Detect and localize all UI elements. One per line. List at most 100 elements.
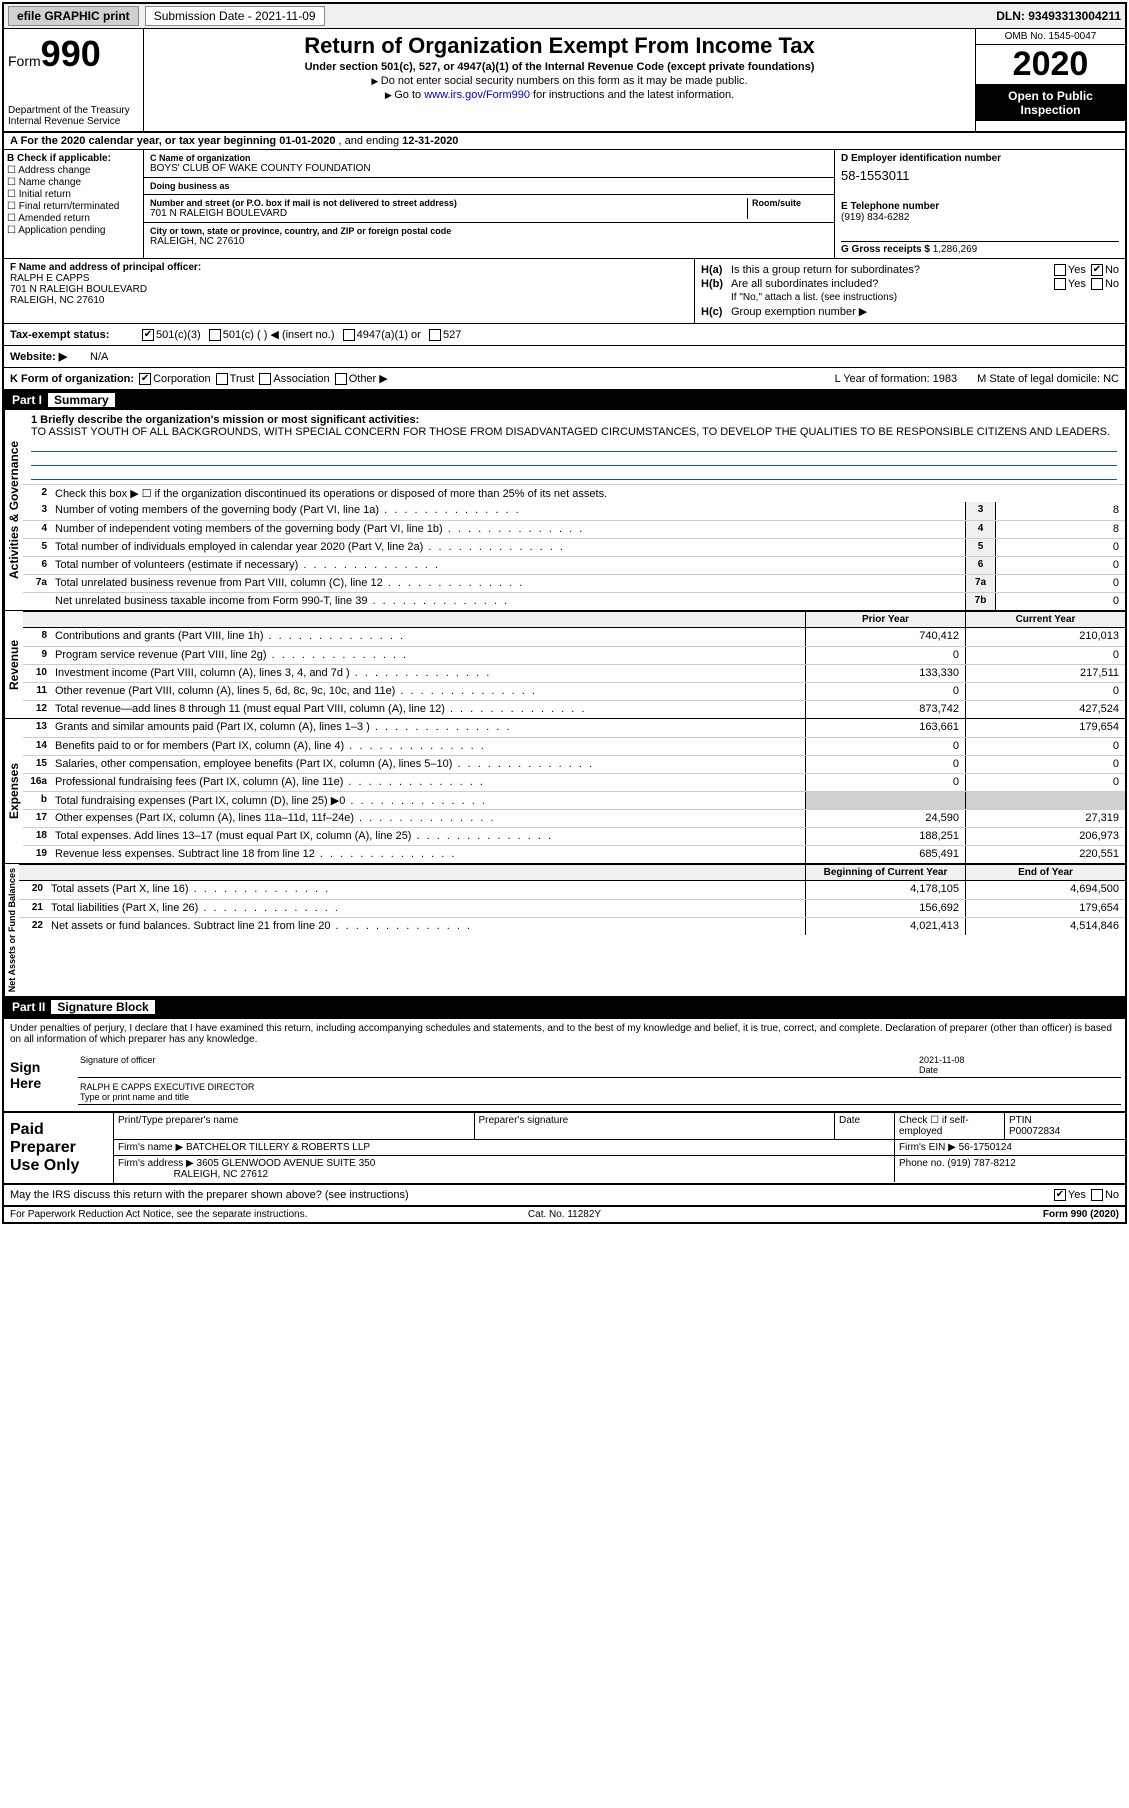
city-label: City or town, state or province, country… [150, 226, 828, 236]
org-name-label: C Name of organization [150, 153, 828, 163]
sig-date: 2021-11-08 [919, 1055, 964, 1065]
expenses-section: Expenses 13Grants and similar amounts pa… [4, 719, 1125, 864]
phone-label: E Telephone number [841, 201, 939, 212]
revenue-vlabel: Revenue [4, 611, 23, 718]
line-6: 6Total number of volunteers (estimate if… [23, 556, 1125, 574]
activities-vlabel: Activities & Governance [4, 410, 23, 610]
ein: 58-1553011 [841, 168, 1119, 183]
line-11: 11Other revenue (Part VIII, column (A), … [23, 682, 1125, 700]
omb-number: OMB No. 1545-0047 [976, 29, 1125, 45]
part1-header: Part ISummary [4, 390, 1125, 410]
chk-app-pending[interactable]: ☐ Application pending [7, 225, 140, 236]
col-d: D Employer identification number 58-1553… [835, 150, 1125, 258]
gross-label: G Gross receipts $ [841, 244, 933, 255]
hdr-boy: Beginning of Current Year [805, 865, 965, 880]
form-title: Return of Organization Exempt From Incom… [152, 33, 967, 59]
phone: (919) 834-6282 [841, 212, 1119, 223]
chk-address-change[interactable]: ☐ Address change [7, 165, 140, 176]
discuss-yes[interactable] [1054, 1189, 1066, 1201]
prep-sig-hdr: Preparer's signature [475, 1113, 836, 1139]
footer-left: For Paperwork Reduction Act Notice, see … [10, 1209, 380, 1220]
firm-name: BATCHELOR TILLERY & ROBERTS LLP [186, 1142, 370, 1153]
line-7b: Net unrelated business taxable income fr… [23, 592, 1125, 610]
chk-527[interactable] [429, 329, 441, 341]
ptin: P00072834 [1009, 1126, 1060, 1137]
ha-text: Is this a group return for subordinates? [731, 264, 1052, 276]
line-7a: 7aTotal unrelated business revenue from … [23, 574, 1125, 592]
chk-corp[interactable] [139, 373, 151, 385]
sig-name: RALPH E CAPPS EXECUTIVE DIRECTOR [80, 1082, 254, 1092]
chk-final-return[interactable]: ☐ Final return/terminated [7, 201, 140, 212]
line-3: 3Number of voting members of the governi… [23, 502, 1125, 520]
hb-yes[interactable] [1054, 278, 1066, 290]
part2-header: Part IISignature Block [4, 997, 1125, 1017]
org-name: BOYS' CLUB OF WAKE COUNTY FOUNDATION [150, 163, 828, 174]
sig-officer-label: Signature of officer [80, 1055, 919, 1075]
line-b: bTotal fundraising expenses (Part IX, co… [23, 791, 1125, 809]
chk-trust[interactable] [216, 373, 228, 385]
chk-assoc[interactable] [259, 373, 271, 385]
section-bcd: B Check if applicable: ☐ Address change … [4, 150, 1125, 259]
sign-here-label: Sign Here [4, 1049, 74, 1111]
officer-label: F Name and address of principal officer: [10, 262, 201, 273]
chk-other[interactable] [335, 373, 347, 385]
chk-501c[interactable] [209, 329, 221, 341]
line-18: 18Total expenses. Add lines 13–17 (must … [23, 827, 1125, 845]
sig-name-label: Type or print name and title [80, 1092, 189, 1102]
footer-right: Form 990 (2020) [749, 1209, 1119, 1220]
firm-ein: 56-1750124 [959, 1142, 1012, 1153]
form-word: Form [8, 53, 41, 69]
row-k: K Form of organization: Corporation Trus… [4, 368, 1125, 390]
dln: DLN: 93493313004211 [996, 9, 1121, 23]
prep-date-hdr: Date [835, 1113, 895, 1139]
discuss-text: May the IRS discuss this return with the… [10, 1189, 409, 1201]
state-domicile: M State of legal domicile: NC [977, 373, 1119, 385]
subtitle-1: Under section 501(c), 527, or 4947(a)(1)… [152, 61, 967, 73]
line-16a: 16aProfessional fundraising fees (Part I… [23, 773, 1125, 791]
section-fh: F Name and address of principal officer:… [4, 259, 1125, 324]
line-20: 20Total assets (Part X, line 16)4,178,10… [19, 881, 1125, 899]
line-14: 14Benefits paid to or for members (Part … [23, 737, 1125, 755]
ha-no[interactable] [1091, 264, 1103, 276]
col-c: C Name of organization BOYS' CLUB OF WAK… [144, 150, 835, 258]
line-4: 4Number of independent voting members of… [23, 520, 1125, 538]
street: 701 N RALEIGH BOULEVARD [150, 208, 743, 219]
dept-treasury: Department of the Treasury Internal Reve… [8, 105, 139, 127]
efile-print-button[interactable]: efile GRAPHIC print [8, 6, 139, 26]
chk-4947[interactable] [343, 329, 355, 341]
hb-no[interactable] [1091, 278, 1103, 290]
firm-name-label: Firm's name ▶ [118, 1142, 183, 1153]
city: RALEIGH, NC 27610 [150, 236, 828, 247]
line-8: 8Contributions and grants (Part VIII, li… [23, 628, 1125, 646]
submission-date: Submission Date - 2021-11-09 [145, 6, 325, 26]
chk-initial-return[interactable]: ☐ Initial return [7, 189, 140, 200]
officer-addr1: 701 N RALEIGH BOULEVARD [10, 284, 688, 295]
paid-label: Paid Preparer Use Only [4, 1113, 114, 1183]
line-19: 19Revenue less expenses. Subtract line 1… [23, 845, 1125, 863]
netassets-section: Net Assets or Fund Balances Beginning of… [4, 864, 1125, 997]
form-number: 990 [41, 33, 101, 74]
footer: For Paperwork Reduction Act Notice, see … [4, 1207, 1125, 1222]
ha-yes[interactable] [1054, 264, 1066, 276]
chk-name-change[interactable]: ☐ Name change [7, 177, 140, 188]
ptin-label: PTIN [1009, 1115, 1032, 1126]
firm-addr2: RALEIGH, NC 27612 [174, 1169, 269, 1180]
netassets-vlabel: Net Assets or Fund Balances [4, 864, 19, 996]
officer-addr2: RALEIGH, NC 27610 [10, 295, 688, 306]
hdr-curr: Current Year [965, 612, 1125, 627]
line-17: 17Other expenses (Part IX, column (A), l… [23, 809, 1125, 827]
line-5: 5Total number of individuals employed in… [23, 538, 1125, 556]
k-label: K Form of organization: [10, 373, 134, 385]
open-to-public: Open to Public Inspection [976, 85, 1125, 121]
discuss-no[interactable] [1091, 1189, 1103, 1201]
line-9: 9Program service revenue (Part VIII, lin… [23, 646, 1125, 664]
paid-preparer-block: Paid Preparer Use Only Print/Type prepar… [4, 1113, 1125, 1185]
irs-link[interactable]: www.irs.gov/Form990 [424, 89, 530, 101]
year-formation: L Year of formation: 1983 [835, 373, 958, 385]
tax-year: 2020 [976, 45, 1125, 85]
form-header: Form990 Department of the Treasury Inter… [4, 29, 1125, 133]
chk-amended[interactable]: ☐ Amended return [7, 213, 140, 224]
line-10: 10Investment income (Part VIII, column (… [23, 664, 1125, 682]
revenue-section: Revenue Prior YearCurrent Year 8Contribu… [4, 611, 1125, 719]
chk-501c3[interactable] [142, 329, 154, 341]
